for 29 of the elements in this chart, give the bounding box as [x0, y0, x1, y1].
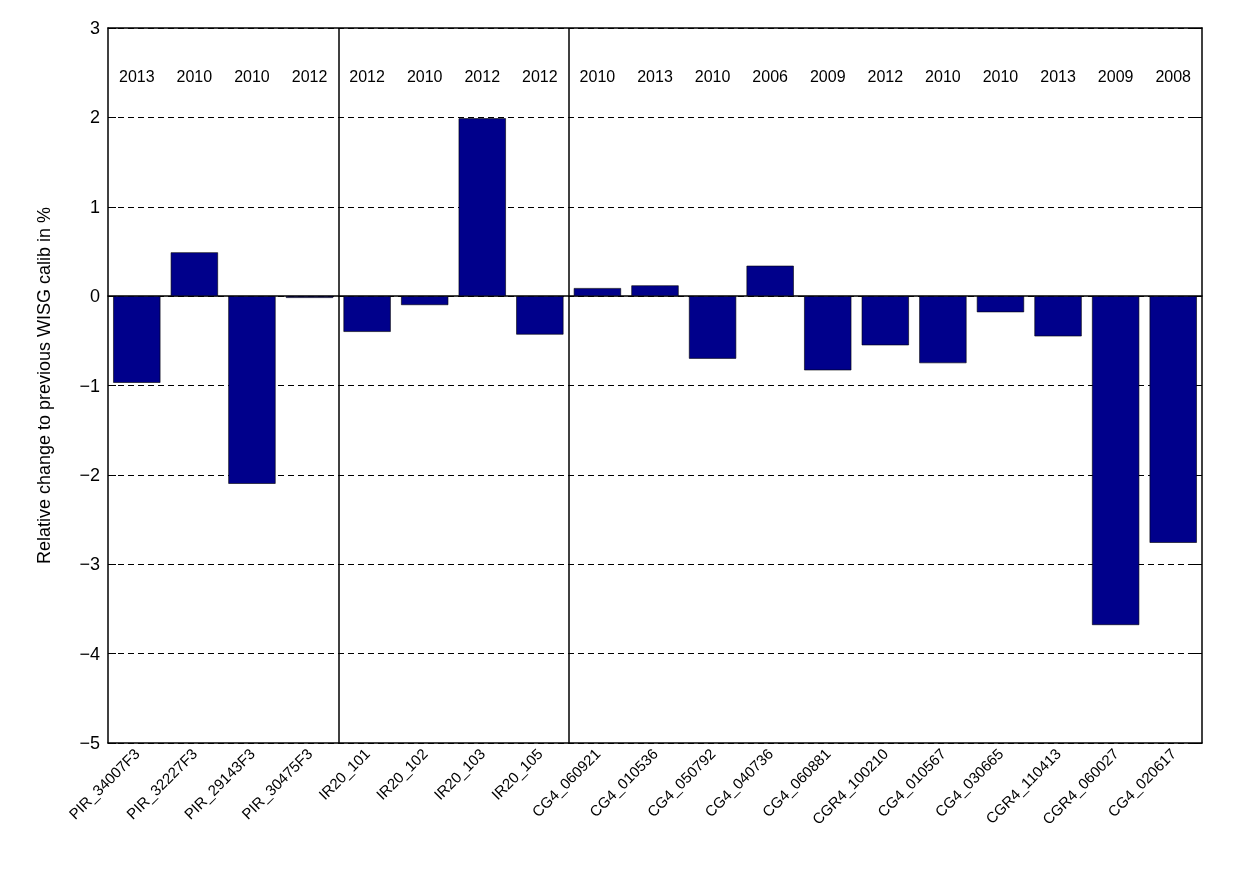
annotation: 2012 — [291, 67, 328, 85]
annotation: 2010 — [234, 67, 270, 85]
y-tick-label: 2 — [89, 107, 100, 128]
annotation: 2012 — [464, 67, 501, 85]
y-tick-label: 3 — [89, 18, 100, 38]
annotation: 2013 — [1040, 67, 1076, 85]
annotation: 2010 — [579, 67, 616, 85]
annotation: 2012 — [522, 67, 558, 85]
y-tick-label: −4 — [79, 643, 100, 664]
annotation: 2012 — [349, 67, 385, 85]
annotation: 2006 — [752, 67, 789, 85]
annotation: 2013 — [637, 67, 673, 85]
y-tick-label: 0 — [89, 286, 100, 307]
annotation: 2009 — [809, 67, 846, 85]
annotation: 2008 — [1155, 67, 1192, 85]
y-tick-label: −1 — [79, 375, 100, 396]
annotation: 2012 — [867, 67, 904, 85]
y-tick-label: −2 — [79, 464, 100, 485]
annotation: 2010 — [925, 67, 961, 85]
y-axis-title: Relative change to previous WISG calib in % — [34, 206, 54, 565]
y-tick-label: 1 — [89, 196, 100, 217]
annotation: 2010 — [694, 67, 731, 85]
annotation: 2010 — [982, 67, 1019, 85]
y-tick-label: −5 — [79, 733, 100, 753]
y-tick-label: −3 — [79, 554, 100, 575]
annotation: 2013 — [118, 67, 155, 85]
annotation: 2009 — [1097, 67, 1134, 85]
annotation: 2010 — [176, 67, 213, 85]
annotation: 2010 — [406, 67, 443, 85]
